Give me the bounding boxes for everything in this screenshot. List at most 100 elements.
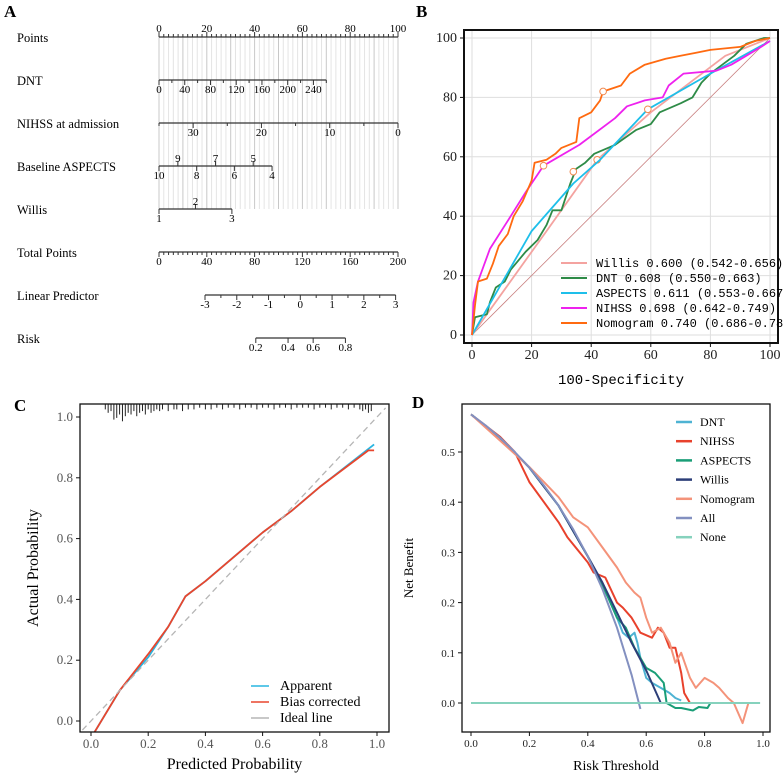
- cutoff-marker: [599, 87, 607, 96]
- y-tick-label: 0.1: [441, 648, 455, 660]
- plot-frame: [461, 403, 771, 733]
- legend-entry: Bias corrected: [280, 695, 360, 710]
- nomogram-tick-label: 6: [232, 170, 238, 182]
- plot-area: [471, 37, 771, 336]
- y-axis-title: Actual Probability: [25, 509, 42, 627]
- legend-entry: Nomogram: [700, 492, 755, 506]
- nomogram-tick-label: 0: [156, 256, 162, 268]
- y-tick-label: 40: [443, 209, 457, 224]
- nomogram-tick-label: 7: [213, 153, 219, 165]
- legend-entry: Apparent: [280, 679, 332, 694]
- x-axis-title: Risk Threshold: [573, 759, 659, 774]
- y-tick-label: 0.5: [441, 447, 455, 459]
- nomogram-row-label: Points: [17, 31, 48, 45]
- cutoff-marker: [644, 105, 652, 114]
- nomogram-tick-label: 80: [249, 256, 261, 268]
- nomogram-tick-label: 80: [205, 84, 217, 96]
- legend-entry: ASPECTS: [700, 453, 751, 467]
- panel-label-b: B: [416, 2, 427, 21]
- nomogram-tick-label: 1: [329, 299, 335, 311]
- nomogram-row-label: Willis: [17, 203, 47, 217]
- y-tick-label: 0.2: [57, 652, 73, 667]
- x-tick-label: 0.8: [698, 738, 712, 750]
- y-tick-label: 100: [436, 31, 457, 46]
- x-tick-label: 0.6: [639, 738, 653, 750]
- cutoff-marker: [569, 167, 578, 176]
- series-line-nomogram: [471, 37, 771, 336]
- legend-entry: ASPECTS 0.611 (0.553-0.667): [596, 287, 784, 301]
- nomogram-row-label: DNT: [17, 74, 43, 88]
- nomogram-tick-label: 0: [156, 23, 162, 35]
- roc-panel: 0 20 40 60 80 100 0 20 40 60 80 100 100-Specificity W…: [436, 29, 784, 389]
- nomogram-tick-label: -1: [264, 299, 273, 311]
- legend-entry: DNT: [700, 415, 725, 429]
- x-tick-label: 0.6: [254, 736, 271, 751]
- legend-entry: NIHSS 0.698 (0.642-0.749): [596, 302, 776, 316]
- decision-curve-panel: 0.0 0.2 0.4 0.6 0.8 1.0 0.0 0.1 0.2 0.3 0.4 0.5 Risk…: [401, 403, 771, 774]
- y-tick-label: 80: [443, 90, 457, 105]
- nomogram-row-label: Risk: [17, 332, 41, 346]
- nomogram-tick-label: 20: [256, 127, 268, 139]
- x-tick-label: 0.0: [83, 736, 99, 751]
- legend-entry: None: [700, 530, 726, 544]
- x-tick-label: 0.8: [312, 736, 328, 751]
- nomogram-tick-label: 0: [156, 84, 162, 96]
- series-line-nomogram: [470, 413, 750, 725]
- nomogram-tick-label: 3: [229, 213, 235, 225]
- y-tick-label: 1.0: [57, 409, 73, 424]
- series-line-dnt: [470, 413, 682, 702]
- nomogram-row-label: Baseline ASPECTS: [17, 160, 116, 174]
- y-tick-label: 0: [450, 328, 457, 343]
- y-axis-title: Net Benefit: [401, 537, 416, 598]
- y-tick-label: 0.3: [441, 547, 455, 559]
- x-tick-label: 60: [644, 348, 658, 363]
- y-tick-label: 0.6: [57, 531, 74, 546]
- legend-entry: Ideal line: [280, 711, 332, 726]
- y-tick-label: 0.0: [57, 713, 73, 728]
- x-axis-title: 100-Specificity: [558, 373, 684, 389]
- nomogram-tick-label: 240: [305, 84, 322, 96]
- panel-label-d: D: [412, 393, 424, 412]
- nomogram-tick-label: 120: [294, 256, 311, 268]
- nomogram-tick-label: 0.4: [281, 342, 295, 354]
- x-tick-label: 80: [703, 348, 717, 363]
- nomogram-tick-label: 9: [175, 153, 181, 165]
- x-tick-label: 100: [760, 348, 781, 363]
- nomogram-tick-label: 10: [154, 170, 166, 182]
- nomogram-tick-label: 160: [342, 256, 359, 268]
- x-tick-label: 1.0: [369, 736, 385, 751]
- legend: DNT NIHSS ASPECTS Willis Nomogram All None: [676, 415, 755, 544]
- nomogram-tick-label: 2: [193, 196, 199, 208]
- nomogram-row-label: Linear Predictor: [17, 289, 99, 303]
- nomogram-tick-label: -3: [200, 299, 210, 311]
- nomogram-tick-label: 1: [156, 213, 162, 225]
- nomogram-tick-label: 2: [361, 299, 367, 311]
- legend-entry: Nomogram 0.740 (0.686-0.789): [596, 317, 784, 331]
- nomogram-tick-label: 30: [188, 127, 200, 139]
- nomogram-tick-label: 0.8: [339, 342, 353, 354]
- nomogram-tick-label: 40: [249, 23, 261, 35]
- nomogram-tick-label: 60: [297, 23, 309, 35]
- y-tick-label: 0.0: [441, 698, 455, 710]
- x-tick-label: 20: [525, 348, 539, 363]
- x-tick-label: 0.2: [140, 736, 156, 751]
- nomogram-tick-label: 0.2: [249, 342, 263, 354]
- reference-diagonal: [471, 37, 771, 336]
- x-axis-title: Predicted Probability: [167, 756, 303, 773]
- y-tick-label: 0.4: [57, 591, 74, 606]
- nomogram-tick-label: 5: [250, 153, 256, 165]
- nomogram-tick-label: 160: [254, 84, 271, 96]
- plot-area: [470, 413, 761, 725]
- panel-label-a: A: [4, 2, 17, 21]
- cutoff-marker: [539, 161, 548, 170]
- series-line-willis: [471, 37, 771, 336]
- nomogram-tick-label: 0: [298, 299, 304, 311]
- legend-entry: NIHSS: [700, 434, 735, 448]
- nomogram-tick-label: 20: [201, 23, 213, 35]
- y-tick-label: 0.8: [57, 470, 73, 485]
- nomogram-tick-label: 10: [324, 127, 336, 139]
- series-line-nihss: [470, 413, 691, 704]
- series-line-all: [470, 413, 642, 710]
